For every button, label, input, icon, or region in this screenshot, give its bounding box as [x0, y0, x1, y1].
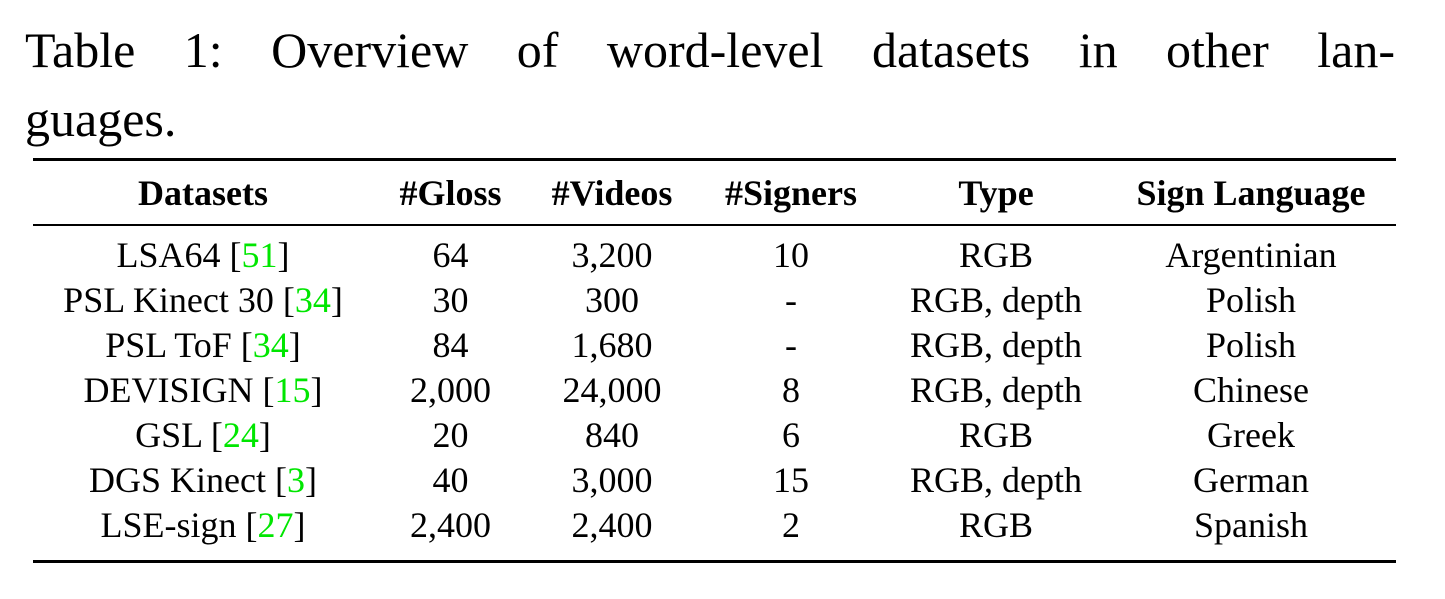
signer-count-cell: 2: [782, 505, 800, 545]
video-count-cell: 3,200: [571, 235, 653, 275]
sign-language-cell: Polish: [1205, 280, 1297, 320]
dataset-name-cell: PSL Kinect 30 [34]: [63, 280, 343, 320]
video-count-cell: 2,400: [571, 505, 653, 545]
data-type-cell: RGB, depth: [909, 325, 1082, 365]
gloss-count-cell: 2,400: [410, 505, 491, 545]
dataset-name-cell: PSL ToF [34]: [105, 325, 301, 365]
data-type-cell: RGB: [958, 415, 1034, 455]
gloss-count-cell: 30: [432, 280, 469, 320]
dataset-name-cell: GSL [24]: [135, 415, 271, 455]
citation-link[interactable]: 27: [257, 505, 294, 545]
header-type: Type: [958, 172, 1034, 213]
dataset-name: DEVISIGN: [83, 370, 254, 410]
table-header-row: Datasets #Gloss #Videos #Signers Type Si…: [33, 161, 1396, 224]
video-count-cell: 300: [585, 280, 639, 320]
gloss-count-cell: 40: [432, 460, 469, 500]
gloss-count-cell: 20: [432, 415, 469, 455]
citation-link[interactable]: 51: [241, 235, 278, 275]
data-type-cell: RGB: [958, 505, 1034, 545]
data-type-cell: RGB, depth: [909, 460, 1082, 500]
video-count-cell: 3,000: [571, 460, 653, 500]
sign-language-cell: Greek: [1207, 415, 1295, 455]
sign-language-cell: Polish: [1205, 325, 1297, 365]
gloss-count-cell: 64: [432, 235, 469, 275]
dataset-name: LSE-sign: [100, 505, 237, 545]
dataset-name-cell: DGS Kinect [3]: [89, 460, 317, 500]
table-row: LSA64 [51] 64 3,200 10 RGB Argentinian: [33, 224, 1396, 278]
video-count-cell: 24,000: [562, 370, 662, 410]
table-row: PSL ToF [34] 84 1,680 - RGB, depth Polish: [33, 323, 1396, 368]
table-row: DGS Kinect [3] 40 3,000 15 RGB, depth German: [33, 458, 1396, 503]
dataset-name: PSL Kinect 30: [63, 280, 274, 320]
dataset-name-cell: DEVISIGN [15]: [83, 370, 323, 410]
signer-count-cell: -: [785, 280, 797, 320]
sign-language-cell: German: [1193, 460, 1309, 500]
dataset-name-cell: LSE-sign [27]: [100, 505, 306, 545]
gloss-count-cell: 84: [432, 325, 469, 365]
header-gloss: #Gloss: [399, 172, 502, 213]
table-row: PSL Kinect 30 [34] 30 300 - RGB, depth Polish: [33, 278, 1396, 323]
bottom-rule: [33, 560, 1396, 563]
signer-count-cell: 8: [782, 370, 800, 410]
signer-count-cell: 15: [773, 460, 809, 500]
signer-count-cell: 6: [782, 415, 800, 455]
datasets-table: Datasets #Gloss #Videos #Signers Type Si…: [33, 161, 1396, 548]
header-datasets: Datasets: [138, 172, 268, 213]
dataset-name-cell: LSA64 [51]: [116, 235, 290, 275]
video-count-cell: 840: [585, 415, 639, 455]
caption-line-1: Table 1: Overview of word-level datasets…: [25, 22, 1395, 78]
dataset-name: GSL: [135, 415, 202, 455]
data-type-cell: RGB, depth: [909, 280, 1082, 320]
header-videos: #Videos: [551, 172, 673, 213]
sign-language-cell: Chinese: [1193, 370, 1309, 410]
header-sign-language: Sign Language: [1136, 172, 1366, 213]
data-type-cell: RGB, depth: [909, 370, 1082, 410]
table-caption: Table 1: Overview of word-level datasets…: [25, 16, 1395, 154]
citation-link[interactable]: 24: [222, 415, 259, 455]
header-signers: #Signers: [724, 172, 857, 213]
table-body: LSA64 [51] 64 3,200 10 RGB Argentinian PSL Kin…: [33, 224, 1396, 548]
sign-language-cell: Spanish: [1193, 505, 1308, 545]
citation-link[interactable]: 34: [294, 280, 331, 320]
citation-link[interactable]: 3: [286, 460, 305, 500]
caption-line-2: guages.: [25, 91, 177, 147]
citation-link[interactable]: 34: [252, 325, 289, 365]
sign-language-cell: Argentinian: [1165, 235, 1337, 275]
signer-count-cell: 10: [773, 235, 809, 275]
dataset-name: LSA64: [116, 235, 221, 275]
dataset-name: DGS Kinect: [89, 460, 266, 500]
top-rule: [33, 158, 1396, 161]
dataset-name: PSL ToF: [105, 325, 232, 365]
gloss-count-cell: 2,000: [410, 370, 491, 410]
table-row: DEVISIGN [15] 2,000 24,000 8 RGB, depth Chine…: [33, 368, 1396, 413]
citation-link[interactable]: 15: [274, 370, 311, 410]
video-count-cell: 1,680: [571, 325, 653, 365]
table-row: LSE-sign [27] 2,400 2,400 2 RGB Spanish: [33, 503, 1396, 548]
data-type-cell: RGB: [958, 235, 1034, 275]
signer-count-cell: -: [785, 325, 797, 365]
header-rule: [33, 224, 1396, 226]
table-row: GSL [24] 20 840 6 RGB Greek: [33, 413, 1396, 458]
